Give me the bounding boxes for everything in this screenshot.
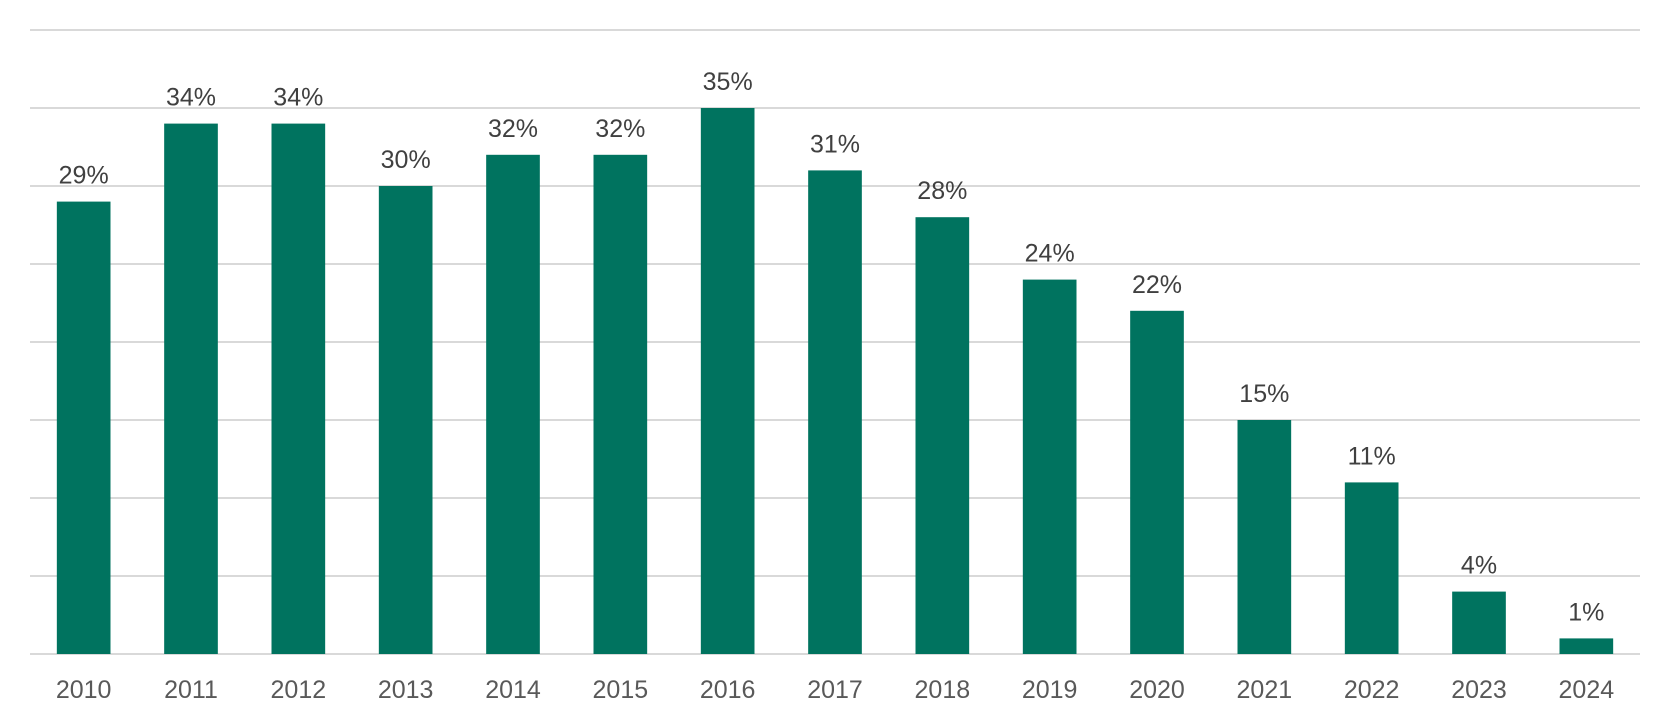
x-tick-label-2016: 2016 — [700, 676, 756, 704]
data-labels: 29% 34% 34% 30% 32% 32% 35% 31% 28% 24% 22% 15% 11% 4… — [59, 68, 1605, 626]
x-tick-label-2023: 2023 — [1451, 676, 1507, 704]
x-tick-label-2019: 2019 — [1022, 676, 1078, 704]
data-label-2022: 11% — [1348, 442, 1396, 470]
data-label-2023: 4% — [1461, 552, 1497, 580]
bar-2021 — [1237, 420, 1292, 654]
x-tick-label-2014: 2014 — [485, 676, 541, 704]
x-tick-label-2018: 2018 — [915, 676, 971, 704]
data-label-2011: 34% — [166, 84, 216, 112]
bar-2018 — [915, 217, 970, 654]
data-label-2016: 35% — [703, 68, 753, 96]
bar-2012 — [271, 123, 326, 655]
x-tick-label-2021: 2021 — [1237, 676, 1293, 704]
data-label-2019: 24% — [1025, 240, 1075, 268]
x-tick-label-2012: 2012 — [271, 676, 327, 704]
data-label-2024: 1% — [1568, 598, 1604, 626]
data-label-2013: 30% — [381, 146, 431, 174]
bar-2014 — [486, 154, 540, 655]
data-label-2020: 22% — [1132, 271, 1182, 299]
bar-2013 — [378, 186, 433, 654]
bar-2015 — [593, 154, 648, 655]
bar-2019 — [1022, 279, 1077, 654]
x-tick-label-2010: 2010 — [56, 676, 112, 704]
x-axis-tick-labels: 2010 2011 2012 2013 2014 2015 2016 2017 2018 2019… — [56, 676, 1614, 704]
data-label-2015: 32% — [595, 115, 645, 143]
data-label-2018: 28% — [917, 177, 967, 205]
bar-2023 — [1452, 591, 1506, 654]
x-tick-label-2020: 2020 — [1129, 676, 1185, 704]
x-tick-label-2015: 2015 — [593, 676, 649, 704]
bar-2011 — [164, 123, 218, 655]
bars — [56, 108, 1614, 655]
bar-2010 — [56, 201, 111, 654]
bar-2017 — [808, 170, 862, 654]
data-label-2012: 34% — [273, 84, 323, 112]
data-label-2010: 29% — [59, 162, 109, 190]
data-label-2017: 31% — [810, 130, 860, 158]
x-tick-label-2022: 2022 — [1344, 676, 1400, 704]
x-tick-label-2017: 2017 — [807, 676, 863, 704]
bar-2022 — [1344, 482, 1399, 654]
bar-2024 — [1559, 638, 1614, 654]
data-label-2021: 15% — [1239, 380, 1289, 408]
data-label-2014: 32% — [488, 115, 538, 143]
x-tick-label-2011: 2011 — [164, 676, 218, 704]
bar-2020 — [1130, 310, 1184, 654]
x-tick-label-2024: 2024 — [1559, 676, 1615, 704]
x-tick-label-2013: 2013 — [378, 676, 434, 704]
bar-2016 — [700, 108, 755, 654]
